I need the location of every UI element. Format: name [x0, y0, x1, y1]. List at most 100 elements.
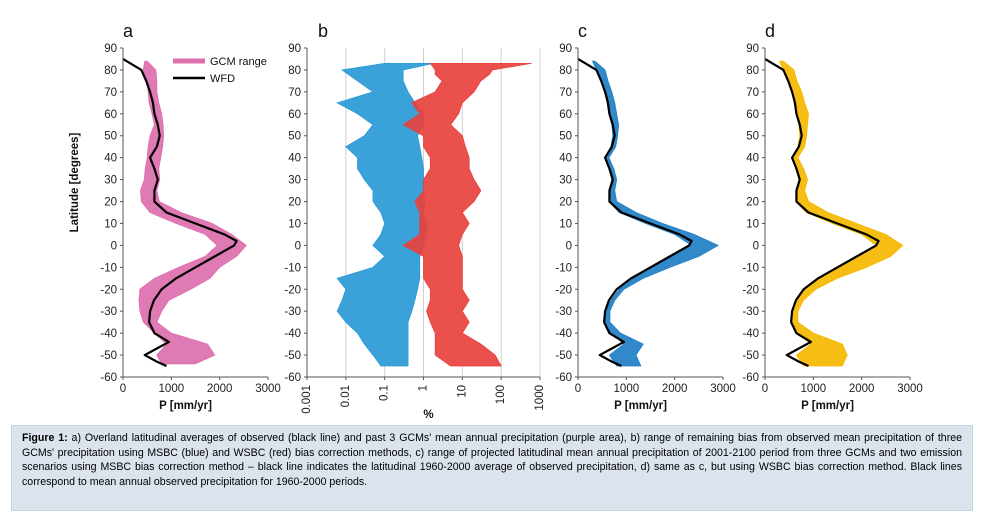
x-tick-label: 1 — [418, 385, 430, 391]
legend-label: GCM range — [210, 56, 267, 68]
caption-label: Figure 1: — [22, 432, 68, 444]
x-tick-label: 2000 — [207, 383, 233, 395]
y-tick-label: 80 — [746, 65, 759, 77]
y-tick-label: -30 — [284, 306, 301, 318]
x-tick-label: 10 — [456, 385, 468, 398]
legend-label: WFD — [210, 73, 235, 85]
y-tick-label: 80 — [104, 65, 117, 77]
x-axis-title: P [mm/yr] — [801, 400, 854, 412]
y-tick-label: 20 — [288, 197, 301, 209]
y-tick-label: 70 — [746, 87, 759, 99]
y-tick-label: -40 — [555, 328, 572, 340]
y-tick-label: 0 — [566, 240, 572, 252]
y-tick-label: -50 — [284, 350, 301, 362]
y-tick-label: -20 — [284, 284, 301, 296]
x-tick-label: 2000 — [662, 383, 688, 395]
y-tick-label: 30 — [559, 175, 572, 187]
y-tick-label: -50 — [742, 350, 759, 362]
y-tick-label: 20 — [559, 197, 572, 209]
y-tick-label: 50 — [288, 131, 301, 143]
x-tick-label: 0.001 — [301, 385, 313, 414]
x-tick-label: 0 — [120, 383, 126, 395]
y-tick-label: 90 — [288, 43, 301, 55]
y-tick-label: 90 — [104, 43, 117, 55]
y-tick-label: 70 — [288, 87, 301, 99]
y-tick-label: 80 — [559, 65, 572, 77]
series-range-msbc — [336, 62, 434, 367]
y-tick-label: 10 — [559, 218, 572, 230]
y-tick-label: 30 — [288, 175, 301, 187]
y-tick-label: -50 — [100, 350, 117, 362]
y-tick-label: 30 — [104, 175, 117, 187]
series-line-1 — [577, 58, 693, 368]
y-tick-label: -20 — [555, 284, 572, 296]
y-tick-label: 70 — [559, 87, 572, 99]
panel-label: b — [318, 21, 328, 41]
y-tick-label: 40 — [288, 153, 301, 165]
x-tick-label: 100 — [495, 385, 507, 404]
figure-caption: Figure 1: a) Overland latitudinal averag… — [11, 425, 973, 511]
y-tick-label: 70 — [104, 87, 117, 99]
y-tick-label: 60 — [288, 109, 301, 121]
series-line-1 — [764, 58, 880, 368]
x-tick-label: 3000 — [897, 383, 923, 395]
y-tick-label: 60 — [559, 109, 572, 121]
x-axis-title: P [mm/yr] — [159, 400, 212, 412]
y-tick-label: 60 — [746, 109, 759, 121]
series-range-wsbc — [402, 62, 532, 367]
y-tick-label: -60 — [284, 372, 301, 384]
y-tick-label: -20 — [100, 284, 117, 296]
x-tick-label: 1000 — [614, 383, 640, 395]
panel-label: c — [578, 21, 587, 41]
x-tick-label: 0 — [575, 383, 581, 395]
y-tick-label: -10 — [555, 262, 572, 274]
series-range-0 — [778, 60, 904, 367]
series-range-gcm-range — [138, 60, 247, 365]
y-tick-label: 90 — [559, 43, 572, 55]
y-tick-label: 20 — [746, 197, 759, 209]
x-tick-label: 0.1 — [379, 385, 391, 401]
caption-text: a) Overland latitudinal averages of obse… — [22, 432, 963, 488]
y-tick-label: 40 — [559, 153, 572, 165]
y-axis-title: Latitude [degrees] — [69, 132, 81, 232]
y-tick-label: 40 — [746, 153, 759, 165]
x-tick-label: 0 — [762, 383, 768, 395]
y-tick-label: 0 — [753, 240, 759, 252]
x-tick-label: 3000 — [255, 383, 281, 395]
y-tick-label: 90 — [746, 43, 759, 55]
x-axis-title: P [mm/yr] — [614, 400, 667, 412]
y-tick-label: -40 — [284, 328, 301, 340]
y-tick-label: 30 — [746, 175, 759, 187]
y-tick-label: 0 — [295, 240, 301, 252]
x-tick-label: 2000 — [849, 383, 875, 395]
x-tick-label: 1000 — [159, 383, 185, 395]
x-tick-label: 0.01 — [340, 385, 352, 407]
y-tick-label: -10 — [284, 262, 301, 274]
y-tick-label: 50 — [104, 131, 117, 143]
y-tick-label: -10 — [742, 262, 759, 274]
y-tick-label: 40 — [104, 153, 117, 165]
x-tick-label: 1000 — [801, 383, 827, 395]
y-tick-label: -40 — [742, 328, 759, 340]
panel-label: d — [765, 21, 775, 41]
y-tick-label: 60 — [104, 109, 117, 121]
y-tick-label: 20 — [104, 197, 117, 209]
y-tick-label: -30 — [555, 306, 572, 318]
x-axis-title: % — [423, 409, 433, 421]
series-range-0 — [591, 60, 720, 367]
y-tick-label: -50 — [555, 350, 572, 362]
y-tick-label: -60 — [555, 372, 572, 384]
x-tick-label: 3000 — [710, 383, 736, 395]
series-line-wfd — [122, 58, 238, 368]
y-tick-label: 50 — [559, 131, 572, 143]
y-tick-label: 50 — [746, 131, 759, 143]
y-tick-label: -10 — [100, 262, 117, 274]
y-tick-label: -20 — [742, 284, 759, 296]
x-tick-label: 1000 — [534, 385, 546, 411]
panel-b: 9080706050403020100-10-20-30-40-50-600.0… — [284, 21, 546, 421]
y-tick-label: 10 — [288, 218, 301, 230]
